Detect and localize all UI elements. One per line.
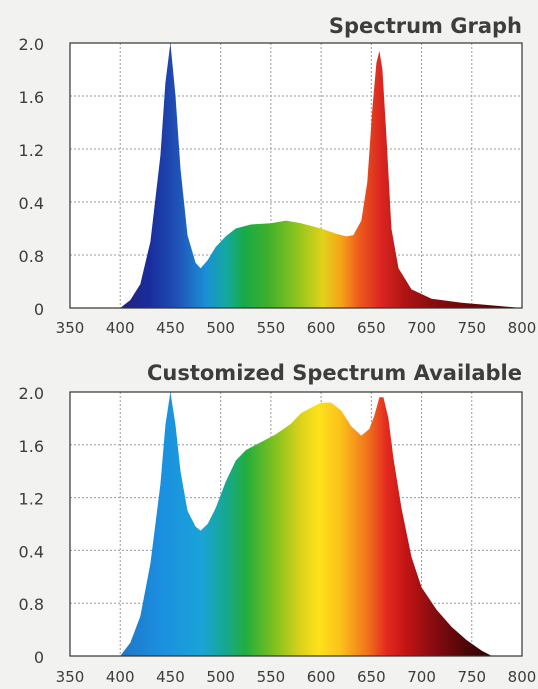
x-tick-label: 450	[156, 319, 185, 337]
y-tick-label: 1.2	[19, 141, 44, 160]
spectrum-area	[120, 392, 492, 656]
x-tick-label: 750	[457, 319, 486, 337]
y-tick-label: 0	[34, 648, 44, 667]
x-tick-label: 350	[56, 668, 85, 686]
x-tick-label: 700	[407, 319, 436, 337]
y-tick-label: 2.0	[19, 35, 44, 54]
x-tick-label: 700	[407, 668, 436, 686]
x-tick-label: 500	[206, 319, 235, 337]
x-tick-label: 550	[257, 319, 286, 337]
x-tick-label: 550	[257, 668, 286, 686]
y-tick-label: 0.4	[19, 194, 44, 213]
y-tick-label: 0.8	[19, 595, 44, 614]
spectrum-area	[120, 43, 522, 308]
chart-title: Customized Spectrum Available	[147, 361, 522, 385]
x-tick-label: 600	[307, 319, 336, 337]
x-tick-label: 350	[56, 319, 85, 337]
y-tick-label: 1.2	[19, 490, 44, 509]
x-tick-label: 800	[508, 668, 537, 686]
y-tick-label: 1.6	[19, 88, 44, 107]
x-tick-label: 800	[508, 319, 537, 337]
spectrum-chart-2: 0 0.8 0.4 1.2 1.6 2.0 350 400 450 500 550 600 650 700…	[19, 361, 537, 686]
y-tick-label: 2.0	[19, 384, 44, 403]
x-tick-label: 400	[106, 668, 135, 686]
x-tick-label: 650	[357, 668, 386, 686]
x-tick-label: 650	[357, 319, 386, 337]
plot-frame	[69, 42, 523, 309]
y-tick-label: 1.6	[19, 437, 44, 456]
x-tick-label: 750	[457, 668, 486, 686]
x-tick-label: 400	[106, 319, 135, 337]
chart-title: Spectrum Graph	[329, 14, 522, 38]
x-tick-label: 450	[156, 668, 185, 686]
y-tick-label: 0	[34, 300, 44, 319]
spectrum-chart-1: 0 0.8 0.4 1.2 1.6 2.0 350 400 450 500 550 600 650 700…	[19, 14, 537, 337]
x-tick-label: 600	[307, 668, 336, 686]
y-tick-label: 0.8	[19, 247, 44, 266]
y-tick-label: 0.4	[19, 542, 44, 561]
plot-frame	[69, 391, 523, 657]
x-tick-label: 500	[206, 668, 235, 686]
